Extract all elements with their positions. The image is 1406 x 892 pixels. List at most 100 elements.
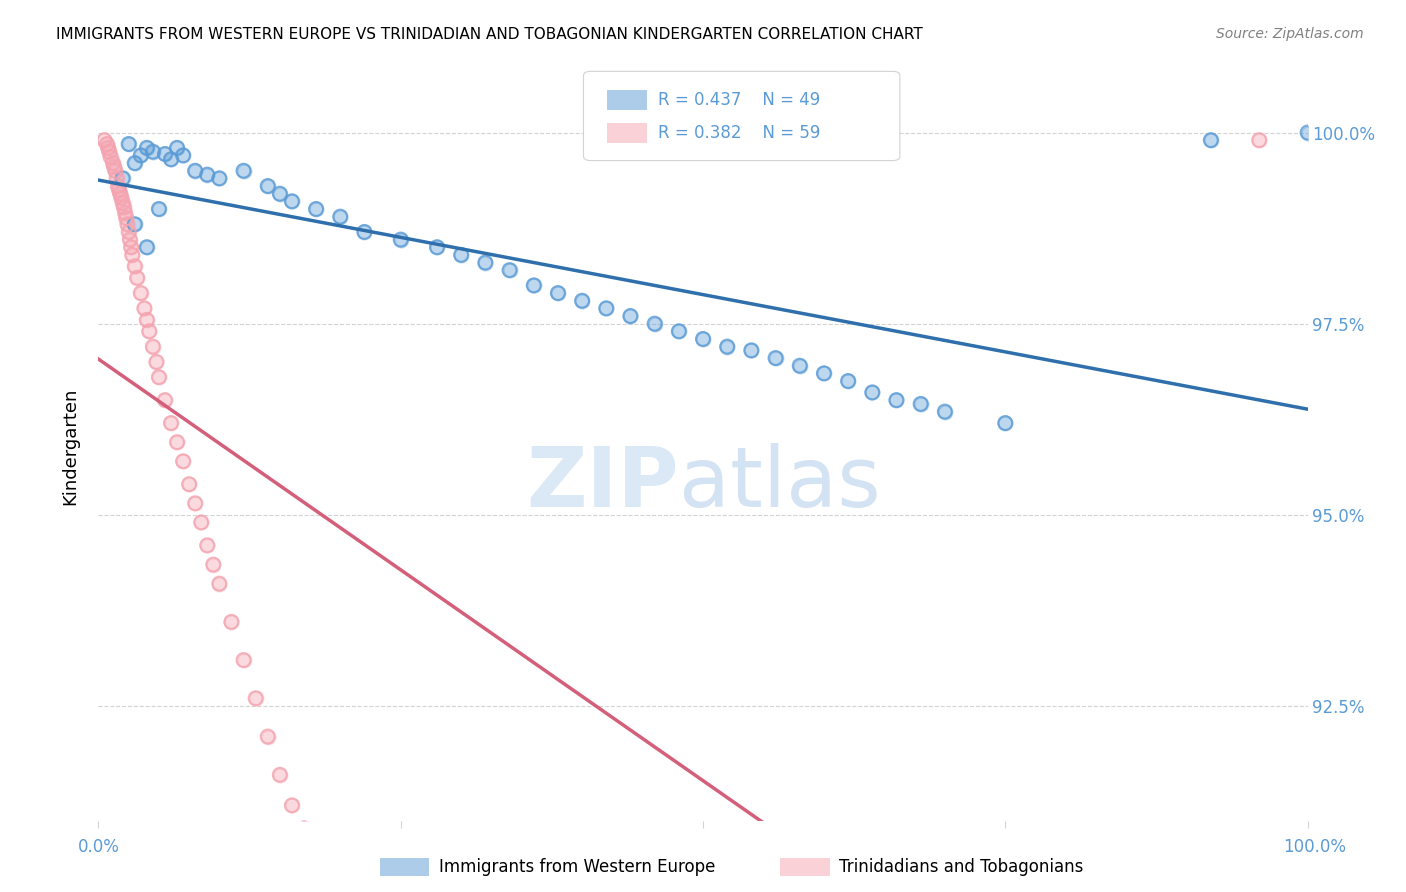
Point [402,886,425,892]
Point [184,496,207,510]
Point [127,270,149,285]
Point [208,171,231,186]
Point [98,145,121,159]
Point [486,890,509,892]
Point [232,653,254,667]
Point [166,141,188,155]
Point [104,163,127,178]
Point [148,202,170,216]
Point [184,163,207,178]
Point [127,270,149,285]
Point [117,217,139,231]
Point [269,768,291,782]
Point [108,186,131,201]
Text: 100.0%: 100.0% [1284,838,1346,855]
Point [692,332,714,346]
Point [138,324,160,338]
Point [107,179,129,194]
Point [716,340,738,354]
Point [740,343,762,358]
Point [450,248,472,262]
Point [108,183,131,197]
Point [172,148,194,162]
Point [124,156,146,170]
Point [910,397,932,411]
Point [103,160,125,174]
Point [1296,126,1319,140]
Point [1296,126,1319,140]
Point [135,240,157,254]
Point [135,313,157,327]
Point [994,416,1017,430]
Point [120,240,142,254]
Point [115,211,138,226]
Point [377,882,399,892]
Point [190,516,212,530]
Point [96,136,118,151]
Point [172,148,194,162]
Point [450,890,472,892]
Point [195,538,218,552]
Point [305,202,328,216]
Point [129,148,152,162]
Point [886,393,908,408]
Point [342,871,364,885]
Point [166,141,188,155]
Point [426,240,449,254]
Point [142,145,165,159]
Point [256,730,278,744]
Point [486,890,509,892]
Point [1199,133,1222,147]
Point [208,171,231,186]
Point [353,225,375,239]
Point [114,206,136,220]
Point [353,225,375,239]
Point [426,890,449,892]
Point [153,147,176,161]
Point [160,153,183,167]
Point [184,163,207,178]
Point [112,201,135,215]
Point [124,260,146,274]
Point [1199,133,1222,147]
Point [498,263,520,277]
Text: ZIP: ZIP [526,443,679,524]
Point [93,133,115,147]
Point [118,233,141,247]
Point [389,233,412,247]
Point [934,404,956,418]
Point [571,293,593,308]
Point [498,263,520,277]
Point [190,516,212,530]
Point [316,859,339,873]
Point [221,615,243,629]
Point [108,186,131,201]
Point [93,133,115,147]
Point [740,343,762,358]
Point [118,233,141,247]
Point [305,844,328,858]
Point [195,538,218,552]
Point [208,576,231,591]
Point [134,301,156,316]
Point [232,163,254,178]
Point [474,255,496,269]
Point [232,163,254,178]
Point [1249,133,1271,147]
Point [281,798,304,813]
Point [111,195,134,210]
Point [153,393,176,408]
Point [166,435,188,450]
Point [281,194,304,209]
Text: 0.0%: 0.0% [77,838,120,855]
Point [716,340,738,354]
Point [195,168,218,182]
Point [789,359,811,373]
Point [134,301,156,316]
Point [765,351,787,365]
Point [245,691,267,706]
Point [256,179,278,194]
Point [202,558,225,572]
Point [910,397,932,411]
Point [124,260,146,274]
